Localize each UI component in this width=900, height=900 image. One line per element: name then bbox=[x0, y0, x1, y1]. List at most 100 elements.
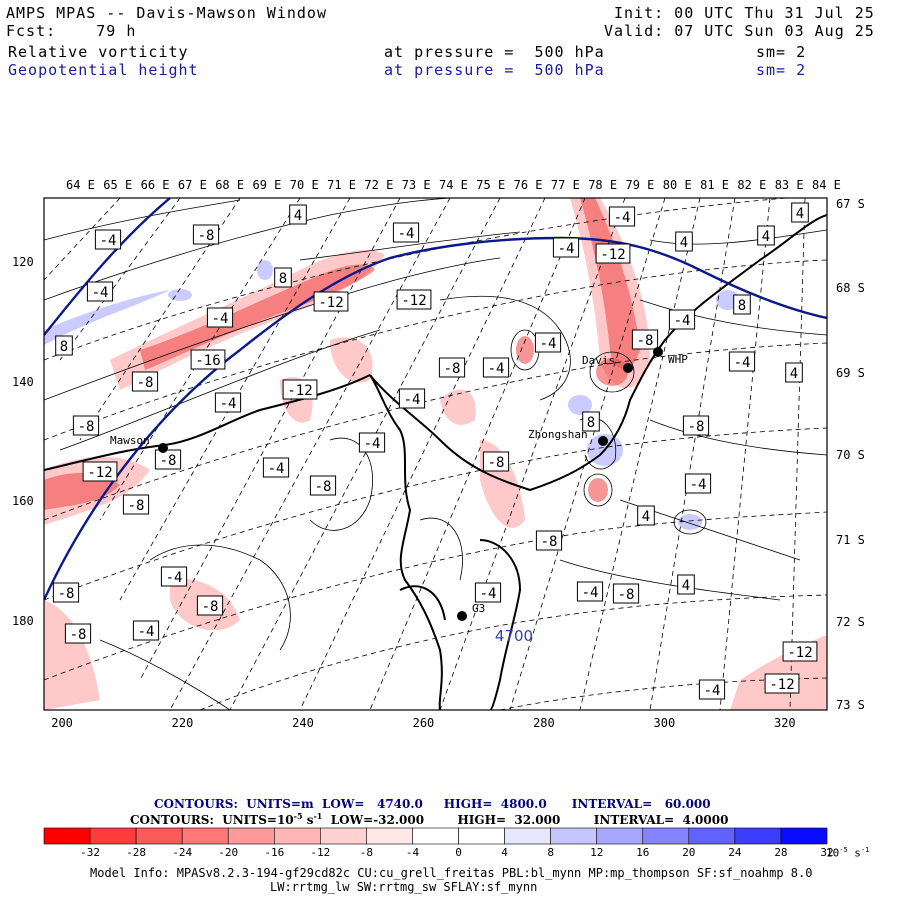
longitude-label: 73 E bbox=[401, 178, 431, 192]
contour-value-box: -4 bbox=[358, 432, 386, 453]
colorbar-swatch bbox=[366, 827, 413, 845]
station-mawson-label: Mawson bbox=[110, 434, 150, 447]
contour-value-text: -12 bbox=[787, 645, 812, 661]
contour-value-box: 4 bbox=[757, 225, 775, 246]
colorbar-tick-label: 0 bbox=[455, 846, 462, 859]
contour-value-text: -4 bbox=[212, 311, 229, 327]
contour-value-box: -12 bbox=[764, 673, 800, 694]
x-axis-tick-label: 280 bbox=[533, 716, 555, 730]
contour-value-box: -8 bbox=[196, 595, 224, 616]
contour-value-box: -8 bbox=[131, 371, 159, 392]
contour-value-text: -4 bbox=[398, 226, 415, 242]
latitude-label: 71 S bbox=[836, 533, 865, 547]
contour-value-text: -4 bbox=[364, 436, 381, 452]
colorbar-swatch bbox=[135, 827, 183, 845]
colorbar-tick-label: -12 bbox=[310, 846, 331, 859]
contour-value-box: -4 bbox=[86, 281, 114, 302]
station-whp-marker bbox=[653, 347, 663, 357]
contour-value-text: -8 bbox=[541, 534, 558, 550]
contour-value-text: -12 bbox=[318, 295, 343, 311]
contour-value-box: 4 bbox=[791, 202, 809, 223]
contour-value-text: -4 bbox=[488, 361, 505, 377]
contour-value-text: -16 bbox=[195, 353, 220, 369]
colorbar-swatch bbox=[734, 827, 782, 845]
y-axis-tick-label: 160 bbox=[12, 494, 34, 508]
contour-value-box: -12 bbox=[595, 243, 631, 264]
contour-value-box: -8 bbox=[438, 357, 466, 378]
contour-value-box: -4 bbox=[684, 473, 712, 494]
colorbar-swatch bbox=[43, 827, 91, 845]
station-whp-label: WHP bbox=[668, 353, 688, 366]
contour-value-text: 4 bbox=[790, 366, 798, 382]
contour-value-box: -8 bbox=[682, 415, 710, 436]
contour-value-text: -4 bbox=[614, 210, 631, 226]
contour-value-box: 4 bbox=[677, 574, 695, 595]
colorbar-tick-label: -4 bbox=[405, 846, 420, 859]
colorbar-swatch bbox=[688, 827, 736, 845]
contour-value-text: 4 bbox=[796, 206, 804, 222]
colorbar-swatch bbox=[780, 827, 828, 845]
contour-value-box: -8 bbox=[122, 494, 150, 515]
contour-value-text: -4 bbox=[100, 233, 117, 249]
latitude-label: 70 S bbox=[836, 448, 865, 462]
coastline bbox=[44, 214, 827, 710]
window-title: AMPS MPAS -- Davis-Mawson Window bbox=[6, 4, 327, 22]
x-axis-tick-label: 320 bbox=[773, 716, 796, 730]
geopotential-height-contours bbox=[44, 198, 827, 601]
contour-value-box: -12 bbox=[82, 461, 118, 482]
longitude-label: 79 E bbox=[625, 178, 655, 192]
contour-value-text: -8 bbox=[198, 228, 215, 244]
station-markers bbox=[158, 347, 663, 621]
colorbar-tick-label: -28 bbox=[126, 846, 147, 859]
colorbar-swatch bbox=[412, 827, 459, 845]
latitude-label: 68 S bbox=[836, 281, 865, 295]
colorbar-tick-label: 28 bbox=[774, 846, 788, 859]
contour-value-box: -8 bbox=[612, 583, 640, 604]
colorbar-swatch bbox=[273, 827, 321, 845]
contour-value-box: -8 bbox=[154, 449, 182, 470]
colorbar-swatch bbox=[320, 827, 367, 845]
contour-value-text: -8 bbox=[58, 586, 75, 602]
contour-value-box: 8 bbox=[582, 411, 600, 432]
station-davis-label: Davis bbox=[582, 354, 615, 367]
latitude-label: 72 S bbox=[836, 615, 865, 629]
longitude-label: 68 E bbox=[215, 178, 245, 192]
colorbar-swatch bbox=[504, 827, 551, 845]
colorbar-tick-label: -16 bbox=[264, 846, 285, 859]
field1-level: at pressure = 500 hPa bbox=[384, 43, 605, 61]
longitude-label: 81 E bbox=[700, 178, 729, 192]
y-axis-tick-label: 140 bbox=[12, 374, 34, 389]
contour-value-box: -4 bbox=[206, 307, 234, 328]
colorbar-units: 10-5 s-1 bbox=[826, 846, 870, 860]
longitude-label: 83 E bbox=[774, 178, 804, 192]
contour-value-text: -4 bbox=[166, 570, 183, 586]
contour-value-text: -4 bbox=[540, 336, 557, 352]
contour-value-box: -4 bbox=[534, 332, 562, 353]
latitude-label: 67 S bbox=[836, 197, 865, 211]
contour-value-text: -8 bbox=[688, 419, 705, 435]
contour-value-text: -8 bbox=[488, 455, 505, 471]
contour-value-box: -4 bbox=[262, 457, 290, 478]
contour-value-box: -4 bbox=[552, 237, 580, 258]
contour-value-text: 4 bbox=[642, 509, 650, 525]
colorbar-tick-label: 20 bbox=[682, 846, 696, 859]
contour-value-text: -4 bbox=[268, 461, 285, 477]
contour-value-box: 4 bbox=[289, 204, 307, 225]
contour-value-text: -8 bbox=[128, 498, 145, 514]
contour-value-text: -4 bbox=[558, 241, 575, 257]
height-contour-label: 4700 bbox=[495, 627, 533, 645]
colorbar-swatch bbox=[596, 827, 644, 845]
x-axis-tick-label: 220 bbox=[171, 716, 194, 730]
colorbar-tick-label: -20 bbox=[218, 846, 239, 859]
forecast-hour: Fcst: 79 h bbox=[6, 22, 137, 40]
station-g3-marker bbox=[457, 611, 467, 621]
longitude-label: 64 E bbox=[66, 178, 95, 192]
contour-value-box: -4 bbox=[132, 620, 160, 641]
contour-value-text: -12 bbox=[287, 383, 312, 399]
init-time: Init: 00 UTC Thu 31 Jul 25 bbox=[614, 4, 875, 22]
colorbar-tick-label: 24 bbox=[728, 846, 742, 859]
contour-value-box: 8 bbox=[274, 267, 292, 288]
contour-value-box: -8 bbox=[631, 329, 659, 350]
longitude-label: 74 E bbox=[439, 178, 468, 192]
